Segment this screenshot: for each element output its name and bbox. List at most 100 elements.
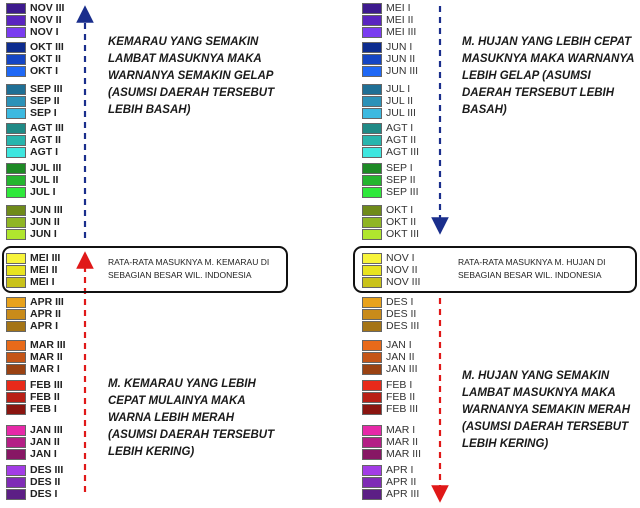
swatch-label: JUL I [30,186,56,199]
left-top-swatch-row: AGT I [6,147,58,159]
color-swatch [362,392,382,404]
left-average-box [2,246,288,293]
left-bottom-note: M. KEMARAU YANG LEBIH CEPAT MULAINYA MAK… [108,378,275,458]
left-top-swatch-row: SEP I [6,107,57,120]
right-bottom-swatch-row: JAN II [362,351,415,364]
color-swatch [362,489,382,501]
color-swatch [6,277,26,289]
swatch-label: DES II [30,476,61,489]
left-top-swatch-row: OKT III [6,42,64,53]
left-top-swatch-row: OKT II [6,54,61,66]
right-mid-swatch-row: NOV III [362,277,420,289]
swatch-label: JAN III [386,363,418,376]
swatch-label: OKT III [386,228,420,241]
color-swatch [6,425,26,436]
color-swatch [6,15,26,27]
color-swatch [362,217,382,229]
color-swatch [362,3,382,14]
color-swatch [6,477,26,489]
left-top-swatch-row: JUL I [6,186,56,199]
right-top-swatch-row: JUN I [362,42,412,53]
color-swatch [362,265,382,277]
swatch-label: SEP I [30,107,57,120]
color-swatch [6,449,26,461]
color-swatch [6,352,26,364]
swatch-label: MEI I [386,2,411,14]
color-swatch [362,15,382,27]
right-bottom-swatch-row: FEB III [362,404,418,416]
right-top-swatch-row: JUN II [362,54,415,66]
swatch-label: MEI II [30,264,58,277]
right-bottom-swatch-row: DES III [362,321,419,333]
swatch-label: AGT II [386,134,417,147]
right-bottom-note: M. HUJAN YANG SEMAKIN LAMBAT MASUKNYA MA… [462,370,631,450]
left-bottom-swatch-row: DES II [6,476,61,489]
color-swatch [362,147,382,159]
swatch-label: MEI III [386,26,417,39]
right-bottom-swatch-row: MAR I [362,425,415,436]
left-top-note: KEMARAU YANG SEMAKIN LAMBAT MASUKNYA MAK… [108,36,275,116]
color-swatch [6,364,26,376]
color-swatch [6,84,26,95]
left-mid-swatch-row: MEI I [6,277,55,289]
color-swatch [6,163,26,174]
swatch-label: OKT I [30,65,58,78]
right-top-swatch-row: AGT III [362,147,419,159]
right-top-swatch-row: SEP I [362,163,413,174]
left-bottom-swatch-row: APR I [6,320,59,333]
swatch-label: NOV II [386,264,418,277]
swatch-label: MEI II [386,14,414,27]
color-swatch [6,147,26,159]
left-bottom-swatch-row: FEB III [6,380,63,391]
swatch-label: DES I [30,488,58,501]
swatch-label: MEI III [30,252,61,264]
swatch-label: DES II [386,308,417,321]
left-bottom-swatch-row: JAN III [6,425,63,436]
swatch-label: MAR III [30,339,66,351]
swatch-label: JAN II [386,351,415,364]
left-top-swatch-row: AGT III [6,123,64,134]
left-mid-swatch-row: MEI III [6,253,60,264]
swatch-label: FEB I [30,403,57,416]
swatch-label: JAN II [30,436,60,449]
left-bottom-swatch-row: DES III [6,465,63,476]
swatch-label: APR III [30,296,64,308]
swatch-label: APR I [30,320,59,333]
left-top-swatch-row: JUN III [6,205,63,216]
swatch-label: FEB II [386,391,416,404]
color-swatch [6,392,26,404]
swatch-label: MAR III [386,448,422,461]
color-swatch [362,437,382,449]
color-swatch [362,465,382,476]
color-swatch [362,66,382,78]
right-average-text: RATA-RATA MASUKNYA M. HUJAN DI SEBAGIAN … [458,257,606,280]
color-swatch [6,265,26,277]
swatch-label: JUN I [386,41,413,53]
color-swatch [6,489,26,501]
swatch-label: APR II [30,308,61,321]
swatch-label: MAR II [386,436,419,449]
right-top-swatch-row: SEP II [362,175,416,187]
left-bottom-swatch-row: MAR II [6,351,63,364]
right-bottom-swatch-row: APR II [362,477,416,489]
color-swatch [362,364,382,376]
left-bottom-swatch-row: MAR I [6,364,60,376]
right-bottom-swatch-row: FEB II [362,391,416,404]
left-bottom-swatch-row: APR III [6,297,64,308]
right-top-swatch-row: JUL III [362,108,416,120]
color-swatch [362,404,382,416]
color-swatch [6,123,26,134]
swatch-label: AGT I [386,122,414,134]
right-top-swatch-row: AGT II [362,134,417,147]
swatch-label: MAR II [30,351,63,364]
right-top-swatch-row: JUL I [362,84,410,95]
left-bottom-swatch-row: JAN II [6,436,60,449]
color-swatch [362,135,382,147]
swatch-label: NOV I [30,26,59,39]
left-top-swatch-row: JUL II [6,175,58,187]
swatch-label: OKT I [386,204,414,216]
color-swatch [6,54,26,66]
swatch-label: JAN III [30,424,63,436]
right-bottom-swatch-row: FEB I [362,380,412,391]
